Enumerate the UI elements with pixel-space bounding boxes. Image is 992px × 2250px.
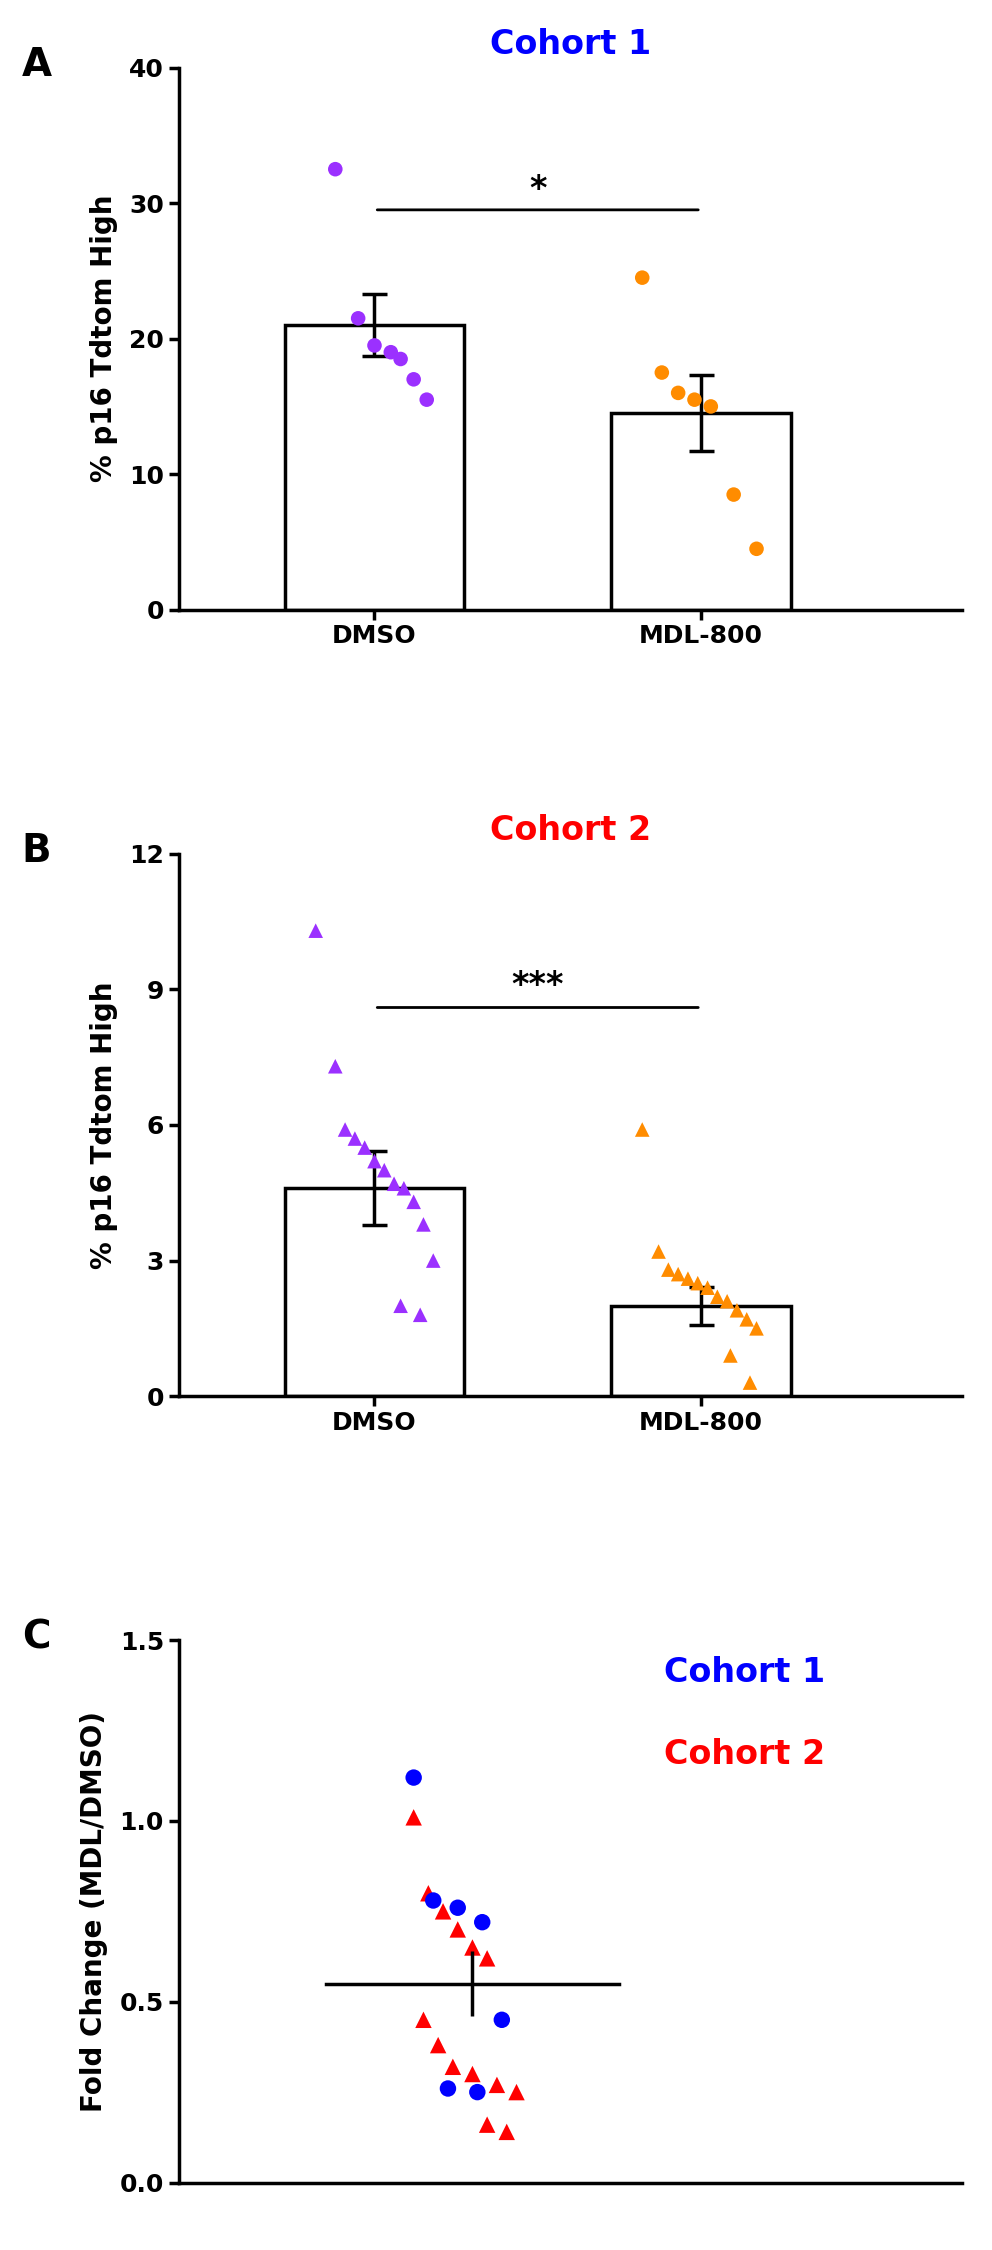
Point (671, 1256, 686, 1292)
Point (426, 1242, 441, 1278)
Point (308, 914, 323, 950)
Point (367, 1143, 383, 1179)
Point (426, 1883, 441, 1919)
Point (699, 1269, 715, 1305)
Point (406, 1800, 422, 1836)
Point (464, 2056, 480, 2092)
Point (722, 1336, 738, 1372)
Point (494, 2002, 510, 2038)
Point (337, 1112, 353, 1148)
Point (703, 389, 719, 425)
Point (686, 382, 702, 418)
Point (376, 1152, 392, 1188)
Point (709, 1278, 725, 1314)
Point (327, 151, 343, 187)
Point (413, 1296, 429, 1332)
Point (749, 531, 765, 567)
Text: B: B (22, 832, 52, 871)
Point (406, 1184, 422, 1220)
Text: Cohort 1: Cohort 1 (665, 1656, 825, 1690)
Text: A: A (22, 45, 52, 83)
Point (479, 1940, 495, 1976)
Point (444, 2050, 460, 2086)
Title: Cohort 1: Cohort 1 (490, 27, 651, 61)
Point (406, 1760, 422, 1796)
Point (489, 2068, 505, 2104)
Y-axis label: % p16 Tdtom High: % p16 Tdtom High (90, 196, 118, 482)
Point (416, 2002, 432, 2038)
Point (421, 1874, 436, 1910)
Point (396, 1170, 412, 1206)
Point (419, 382, 434, 418)
Point (347, 1120, 363, 1156)
Point (350, 299, 366, 335)
Point (634, 259, 650, 295)
Bar (285, 1188, 464, 1397)
Point (416, 1206, 432, 1242)
Point (654, 356, 670, 392)
Point (406, 362, 422, 398)
Point (499, 2115, 515, 2151)
Bar (285, 324, 464, 610)
Point (357, 1130, 373, 1166)
Point (726, 477, 742, 513)
Text: Cohort 2: Cohort 2 (665, 1737, 825, 1771)
Point (681, 1260, 696, 1296)
Point (367, 328, 383, 364)
Point (327, 1048, 343, 1084)
Text: *: * (529, 173, 547, 205)
Point (689, 1265, 705, 1300)
Point (393, 342, 409, 378)
Point (383, 335, 399, 371)
Bar (611, 1305, 791, 1397)
Point (739, 1300, 755, 1336)
Text: ***: *** (512, 970, 564, 1001)
Text: C: C (22, 1618, 51, 1656)
Point (474, 1904, 490, 1940)
Point (749, 1310, 765, 1346)
Point (661, 1251, 677, 1287)
Point (634, 1112, 650, 1148)
Point (393, 1287, 409, 1323)
Point (509, 2074, 525, 2110)
Point (671, 376, 686, 412)
Point (479, 2106, 495, 2142)
Point (440, 2070, 456, 2106)
Point (449, 1912, 465, 1948)
Y-axis label: Fold Change (MDL/DMSO): Fold Change (MDL/DMSO) (80, 1710, 108, 2113)
Point (431, 2027, 446, 2063)
Point (719, 1282, 735, 1318)
Bar (611, 414, 791, 610)
Title: Cohort 2: Cohort 2 (490, 814, 651, 846)
Y-axis label: % p16 Tdtom High: % p16 Tdtom High (90, 981, 118, 1269)
Point (742, 1364, 758, 1400)
Point (651, 1233, 667, 1269)
Point (449, 1890, 465, 1926)
Point (464, 1930, 480, 1966)
Point (729, 1292, 745, 1328)
Point (386, 1166, 402, 1202)
Point (435, 1892, 451, 1928)
Point (469, 2074, 485, 2110)
